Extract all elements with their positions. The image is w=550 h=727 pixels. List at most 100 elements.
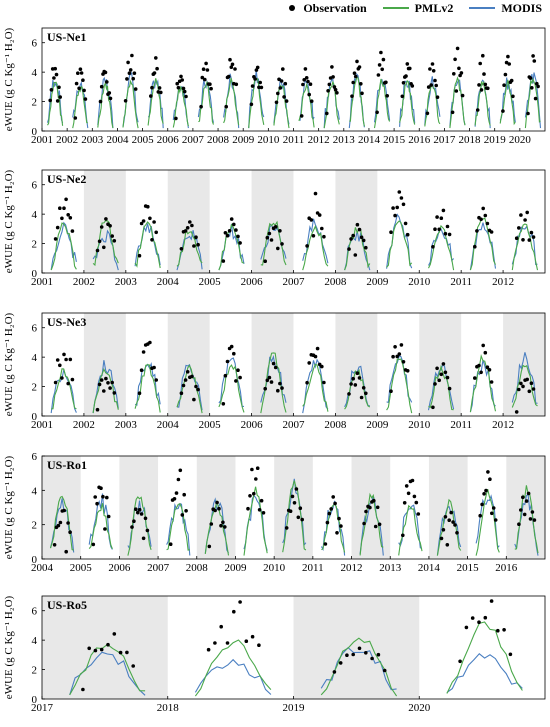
observation-point <box>58 95 62 99</box>
observation-point <box>53 66 57 71</box>
y-tick-label: 0 <box>32 694 38 706</box>
observation-point <box>64 357 68 362</box>
observation-point <box>180 78 184 82</box>
observation-point <box>112 391 117 395</box>
observation-point <box>99 647 104 652</box>
observation-point <box>185 226 190 230</box>
observation-point <box>350 94 354 98</box>
y-tick-label: 0 <box>32 126 38 138</box>
observation-point <box>292 501 297 505</box>
observation-point <box>276 246 280 251</box>
observation-point <box>361 386 366 390</box>
observation-point <box>533 96 538 101</box>
observation-point <box>428 67 432 71</box>
modis-line <box>194 658 272 695</box>
observation-point <box>361 238 366 243</box>
observation-point <box>364 391 368 396</box>
observation-point <box>364 509 368 514</box>
observation-point <box>355 222 360 227</box>
modis-line <box>320 500 346 556</box>
observation-point <box>259 85 264 90</box>
observation-point <box>76 71 80 75</box>
observation-point <box>470 616 475 620</box>
observation-point <box>271 361 276 366</box>
observation-point <box>445 224 450 229</box>
observation-point <box>481 206 486 211</box>
observation-point <box>127 71 132 75</box>
y-tick-label: 2 <box>32 97 38 109</box>
observation-point <box>393 345 397 349</box>
observation-point <box>333 87 338 92</box>
observation-point <box>258 80 263 85</box>
observation-point <box>221 520 225 525</box>
observation-point <box>519 381 523 386</box>
observation-point <box>435 366 439 371</box>
x-tick-label: 2009 <box>366 276 389 288</box>
observation-point <box>226 74 231 79</box>
observation-point <box>352 71 357 75</box>
observation-point <box>527 238 532 242</box>
observation-point <box>213 641 217 645</box>
observation-point <box>506 54 510 59</box>
observation-point <box>431 245 435 249</box>
observation-point <box>400 94 405 99</box>
observation-point <box>91 542 96 547</box>
observation-point <box>405 369 410 373</box>
observation-point <box>228 57 232 62</box>
observation-point <box>299 114 304 118</box>
modis-line <box>386 213 413 269</box>
observation-point <box>353 383 358 387</box>
observation-point <box>478 513 483 518</box>
observation-point <box>58 206 62 210</box>
observation-point <box>102 389 106 393</box>
observation-point <box>401 202 406 207</box>
observation-point <box>93 648 98 653</box>
observation-point <box>62 206 66 210</box>
observation-point <box>414 500 419 505</box>
observation-point <box>58 363 62 368</box>
observation-point <box>431 405 435 410</box>
observation-point <box>332 85 337 89</box>
observation-point <box>139 221 144 226</box>
observation-point <box>450 110 455 115</box>
pmlv2-line <box>514 485 539 554</box>
modis-line <box>218 223 245 271</box>
observation-point <box>134 507 138 512</box>
observation-point <box>372 498 376 503</box>
observation-point <box>521 495 525 500</box>
shaded-year-band <box>503 313 545 416</box>
observation-point <box>338 661 343 665</box>
shaded-year-band <box>419 313 462 416</box>
observation-point <box>224 104 228 109</box>
modis-line <box>166 502 191 556</box>
observation-point <box>323 542 328 546</box>
observation-point <box>106 514 111 519</box>
shaded-year-band <box>251 170 294 273</box>
observation-point <box>401 360 406 364</box>
y-tick-label: 0 <box>32 411 38 423</box>
pmlv2-line <box>321 503 346 553</box>
shaded-year-band <box>335 313 378 416</box>
observation-point <box>229 344 234 349</box>
observation-point <box>384 80 388 85</box>
observation-point <box>525 377 529 382</box>
pmlv2-line <box>47 81 64 126</box>
observation-point <box>320 364 324 369</box>
pmlv2-line <box>122 79 139 129</box>
x-tick-label: 2001 <box>31 276 53 288</box>
y-tick-label: 4 <box>32 485 38 497</box>
observation-point <box>313 354 318 359</box>
x-tick-label: 2004 <box>157 419 180 431</box>
observation-point <box>404 484 409 488</box>
observation-point <box>531 387 536 391</box>
observation-point <box>445 543 450 547</box>
observation-point <box>521 238 525 242</box>
panel-us-ro5: US-Ro5 0 2 4 6 2017 2018 2019 2020 eWUE (g C Kg⁻¹… <box>3 595 546 714</box>
observation-point <box>64 197 68 202</box>
observation-point <box>108 224 112 228</box>
observation-point <box>79 71 84 75</box>
observation-point <box>223 525 227 529</box>
observation-point <box>284 99 289 103</box>
observation-point <box>479 370 483 375</box>
x-tick-label: 2007 <box>182 134 205 146</box>
